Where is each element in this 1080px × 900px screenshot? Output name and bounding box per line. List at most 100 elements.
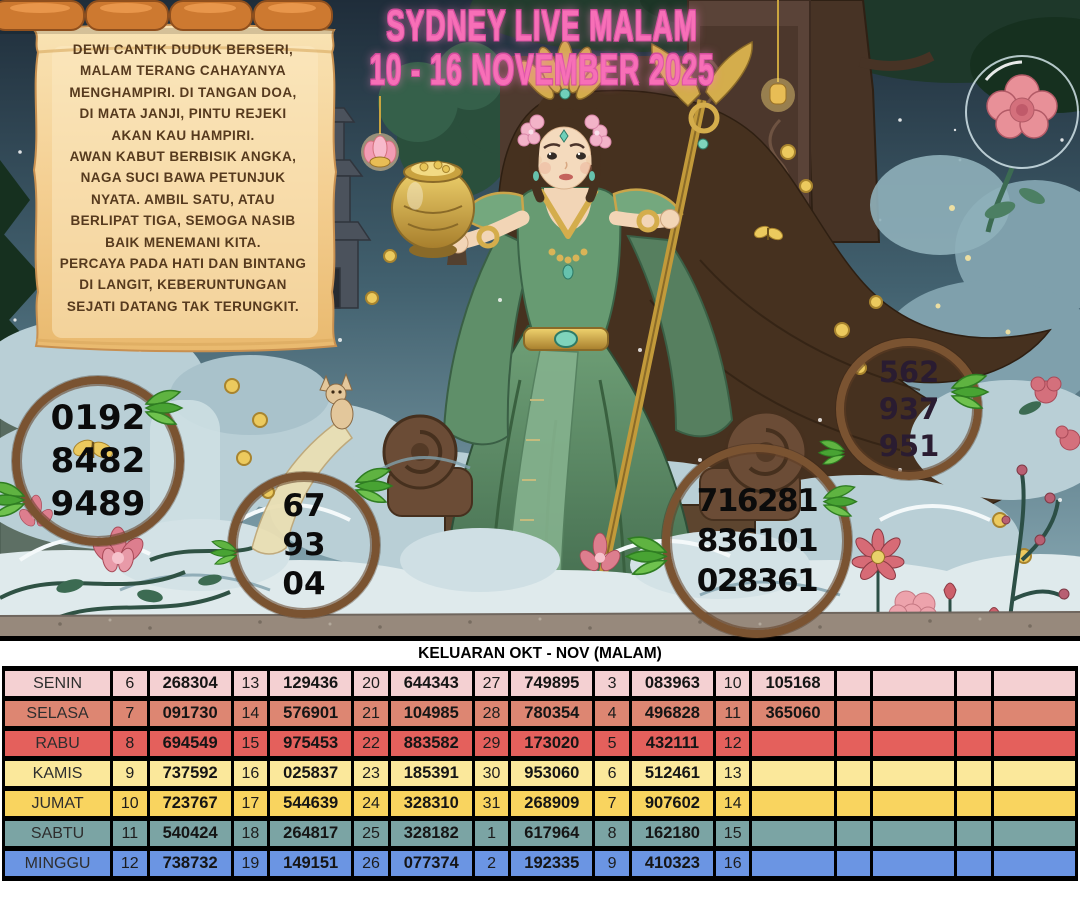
- bamboo-bar: [0, 0, 334, 34]
- gold-crown: [517, 40, 612, 149]
- result-cell: 410323: [628, 846, 717, 881]
- date-index-cell: 19: [230, 846, 271, 881]
- date-index-cell: 1: [471, 816, 512, 851]
- prediction-number: 937: [878, 391, 940, 426]
- result-cell: 149151: [267, 846, 355, 881]
- date-index-cell: 5: [592, 726, 632, 761]
- date-index-cell: [954, 846, 994, 881]
- date-index-cell: 15: [230, 726, 271, 761]
- butterfly: [753, 225, 784, 241]
- date-index-cell: 11: [110, 816, 150, 851]
- table-row: SENIN 6 268304 13 129436 20 644343 27 749895 3 083…: [1, 666, 1079, 701]
- result-cell: 268909: [508, 786, 596, 821]
- result-cell: [869, 666, 958, 701]
- date-index-cell: 27: [471, 666, 512, 701]
- result-cell: 328182: [387, 816, 475, 851]
- date-index-cell: [954, 786, 994, 821]
- table-row: JUMAT 10 723767 17 544639 24 328310 31 268909 7 90…: [1, 786, 1079, 821]
- peony-flower: [965, 55, 1079, 233]
- date-index-cell: [954, 666, 994, 701]
- result-cell: [990, 666, 1079, 701]
- date-index-cell: 6: [592, 756, 632, 791]
- day-cell: SENIN: [1, 666, 114, 701]
- result-cell: 738732: [146, 846, 234, 881]
- date-index-cell: [954, 726, 994, 761]
- date-index-cell: 8: [110, 726, 150, 761]
- prediction-circle-topright: 562 937 951: [836, 338, 982, 480]
- result-cell: 975453: [267, 726, 355, 761]
- day-cell: RABU: [1, 726, 114, 761]
- date-index-cell: [833, 756, 873, 791]
- date-index-cell: [833, 726, 873, 761]
- result-cell: [990, 846, 1079, 881]
- section-divider: [0, 636, 1080, 641]
- flowers-right: [851, 376, 1080, 636]
- result-cell: [990, 816, 1079, 851]
- date-index-cell: [833, 846, 873, 881]
- date-index-cell: 16: [713, 846, 753, 881]
- result-cell: 576901: [267, 696, 355, 731]
- date-index-cell: 9: [592, 846, 632, 881]
- date-index-cell: [833, 696, 873, 731]
- result-cell: [869, 726, 958, 761]
- result-cell: [749, 846, 837, 881]
- date-index-cell: 9: [110, 756, 150, 791]
- goddess-scene-art: [0, 0, 1080, 636]
- result-cell: 185391: [387, 756, 475, 791]
- result-cell: 544639: [267, 786, 355, 821]
- result-cell: 091730: [146, 696, 234, 731]
- result-cell: [749, 726, 837, 761]
- result-cell: 104985: [387, 696, 475, 731]
- gold-lantern: [761, 0, 795, 112]
- result-cell: 644343: [387, 666, 475, 701]
- result-cell: 129436: [267, 666, 355, 701]
- date-index-cell: 7: [110, 696, 150, 731]
- date-index-cell: 30: [471, 756, 512, 791]
- forest-creature: [319, 372, 354, 430]
- date-index-cell: 23: [351, 756, 391, 791]
- prediction-number: 562: [878, 354, 940, 389]
- result-cell: 268304: [146, 666, 234, 701]
- result-cell: [990, 726, 1079, 761]
- result-cell: 192335: [508, 846, 596, 881]
- result-cell: [749, 756, 837, 791]
- result-cell: 025837: [267, 756, 355, 791]
- date-index-cell: 29: [471, 726, 512, 761]
- table-title: KELUARAN OKT - NOV (MALAM): [0, 641, 1080, 666]
- result-cell: 512461: [628, 756, 717, 791]
- result-cell: 953060: [508, 756, 596, 791]
- prediction-circle-left: 0192 8482 9489: [12, 376, 184, 546]
- date-index-cell: [954, 696, 994, 731]
- result-cell: 162180: [628, 816, 717, 851]
- result-cell: [990, 756, 1079, 791]
- prediction-number: 04: [282, 565, 326, 602]
- date-index-cell: 28: [471, 696, 512, 731]
- table-row: MINGGU 12 738732 19 149151 26 077374 2 192335 9 41…: [1, 846, 1079, 881]
- prediction-number: 951: [878, 428, 940, 463]
- result-cell: 907602: [628, 786, 717, 821]
- prediction-number: 8482: [50, 441, 146, 481]
- result-cell: [869, 756, 958, 791]
- date-index-cell: 24: [351, 786, 391, 821]
- table-row: SELASA 7 091730 14 576901 21 104985 28 780354 4 49…: [1, 696, 1079, 731]
- date-index-cell: [954, 756, 994, 791]
- date-index-cell: 11: [713, 696, 753, 731]
- table-row: SABTU 11 540424 18 264817 25 328182 1 617964 8 162…: [1, 816, 1079, 851]
- date-index-cell: 3: [592, 666, 632, 701]
- result-cell: 173020: [508, 726, 596, 761]
- result-cell: [990, 786, 1079, 821]
- prediction-circle-right: 716281 836101 028361: [662, 444, 852, 638]
- hero-illustration: [0, 0, 1080, 636]
- date-index-cell: 13: [713, 756, 753, 791]
- result-cell: 617964: [508, 816, 596, 851]
- date-index-cell: 31: [471, 786, 512, 821]
- result-cell: 328310: [387, 786, 475, 821]
- date-index-cell: 13: [230, 666, 271, 701]
- date-index-cell: 10: [713, 666, 753, 701]
- winged-staff: [587, 40, 753, 629]
- date-index-cell: 17: [230, 786, 271, 821]
- day-cell: SABTU: [1, 816, 114, 851]
- date-index-cell: 20: [351, 666, 391, 701]
- table-row: RABU 8 694549 15 975453 22 883582 29 173020 5 4321…: [1, 726, 1079, 761]
